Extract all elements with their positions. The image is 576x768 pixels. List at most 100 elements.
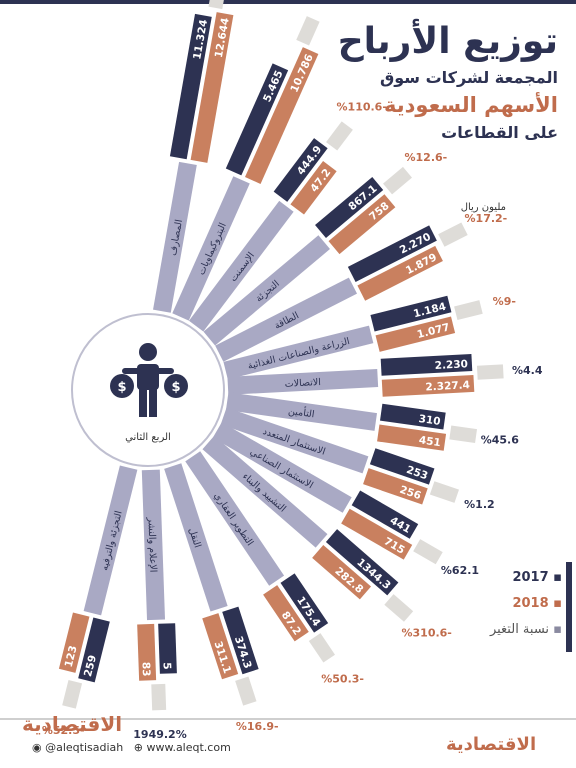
spoke-group: التأمين 310 451	[225, 392, 478, 451]
change-label: %62.1	[441, 564, 479, 577]
bar-2018	[137, 623, 157, 681]
change-label: %17.2-	[465, 212, 508, 225]
bar-2017	[351, 490, 419, 539]
value-label-2018: 451	[418, 434, 441, 449]
value-label-2017: 259	[82, 654, 99, 678]
person-arms-icon	[122, 368, 174, 374]
spoke-bar	[141, 469, 166, 621]
bar-2018	[290, 161, 337, 215]
bar-2018	[263, 585, 309, 642]
spoke-bar	[185, 451, 285, 586]
legend-item-change: نسبة التغير ▪	[490, 622, 562, 637]
money-bag-right-icon	[164, 374, 188, 398]
change-label: %9-	[493, 295, 516, 308]
category-label: التأمين	[287, 404, 315, 421]
bar-2018	[202, 613, 239, 680]
bar-2017	[325, 529, 399, 596]
subtitle-line-3: على القطاعات	[441, 123, 558, 142]
money-bag-left-icon	[110, 374, 134, 398]
change-bar	[208, 0, 227, 10]
brand-logo: الاقتصادية	[22, 712, 123, 736]
bar-2017	[273, 138, 328, 202]
dollar-right-icon: $	[171, 380, 180, 395]
change-bar	[296, 16, 320, 46]
change-label: %16.9-	[236, 720, 279, 733]
website-link[interactable]: www.aleqt.com	[146, 741, 231, 754]
change-bar	[476, 364, 504, 380]
spoke-bar	[225, 392, 378, 431]
bar-2018	[357, 245, 443, 301]
header: توزيع الأرباح المجمعة لشركات سوق الأسهم …	[328, 20, 558, 142]
change-bar	[384, 594, 414, 622]
change-bar	[454, 300, 483, 321]
bar-2018	[341, 508, 413, 560]
value-label-2018: 123	[63, 644, 80, 668]
category-label: التشييد والبناء	[240, 471, 288, 515]
change-label: %97.4	[304, 0, 343, 4]
footer-rule	[0, 718, 576, 720]
spoke-bar	[83, 465, 138, 616]
person-leg-left-icon	[139, 389, 147, 417]
change-label: 1949.2%	[133, 728, 186, 741]
bar-2017	[78, 617, 110, 683]
subtitle-line-2: الأسهم السعودية	[384, 93, 558, 117]
legend: 2017 ▪ 2018 ▪ نسبة التغير ▪	[448, 562, 576, 652]
value-label-2018: 2.327.4	[425, 379, 470, 393]
change-bar	[62, 679, 83, 709]
spoke-bar	[220, 407, 369, 474]
bar-2018	[363, 468, 428, 505]
bar-2018	[328, 194, 396, 255]
category-label: التطوير العقاري	[212, 491, 256, 548]
change-label: %45.6	[481, 433, 520, 446]
bar-2017	[158, 623, 177, 674]
change-bar	[413, 539, 443, 565]
person-body-icon	[137, 364, 159, 390]
spoke-bar	[172, 176, 250, 321]
change-label: %4.4	[512, 364, 543, 377]
person-head-icon	[139, 343, 157, 361]
change-bar	[326, 121, 353, 151]
bar-2017	[347, 225, 437, 282]
bar-2017	[380, 354, 473, 376]
spoke-bar	[153, 161, 197, 313]
change-label: %1.2	[464, 498, 495, 511]
center-label: الربع الثاني	[125, 432, 171, 443]
twitter-icon: ◉	[32, 741, 42, 754]
change-bar	[429, 481, 460, 503]
change-label: %52.5-	[42, 724, 85, 737]
spoke-bar	[215, 277, 358, 362]
spoke-bar	[188, 200, 294, 332]
change-bar	[438, 222, 468, 247]
legend-label-change: نسبة التغير	[489, 622, 550, 637]
bar-2017	[280, 573, 329, 633]
bullet-icon: ▪	[553, 622, 562, 637]
change-label: %110.6-	[337, 100, 387, 113]
top-rule	[0, 0, 576, 4]
spoke-bar	[203, 235, 330, 346]
change-label: %310.6-	[401, 626, 451, 639]
change-label: %12.6-	[404, 151, 447, 164]
spoke-bar	[212, 422, 352, 513]
unit-label: مليون ريال	[460, 202, 506, 213]
legend-item-2017: 2017 ▪	[512, 570, 562, 585]
legend-label-2017: 2017	[512, 570, 549, 585]
value-label-2017: 2.230	[434, 358, 468, 372]
legend-item-2018: 2018 ▪	[512, 596, 562, 611]
bar-2017	[222, 606, 259, 675]
spoke-bar	[227, 368, 379, 395]
person-leg-right-icon	[149, 389, 157, 417]
spoke-bar	[202, 435, 328, 548]
twitter-handle[interactable]: @aleqtisadiah	[45, 741, 124, 754]
bar-2018	[312, 545, 372, 600]
social-links: ◉ @aleqtisadiah ⊕ www.aleqt.com	[32, 741, 231, 754]
spoke-group: الإعلام والنشر 5 83	[137, 469, 177, 711]
bar-2017	[380, 403, 446, 430]
bar-2018	[381, 374, 475, 397]
spoke-bar	[164, 463, 228, 612]
